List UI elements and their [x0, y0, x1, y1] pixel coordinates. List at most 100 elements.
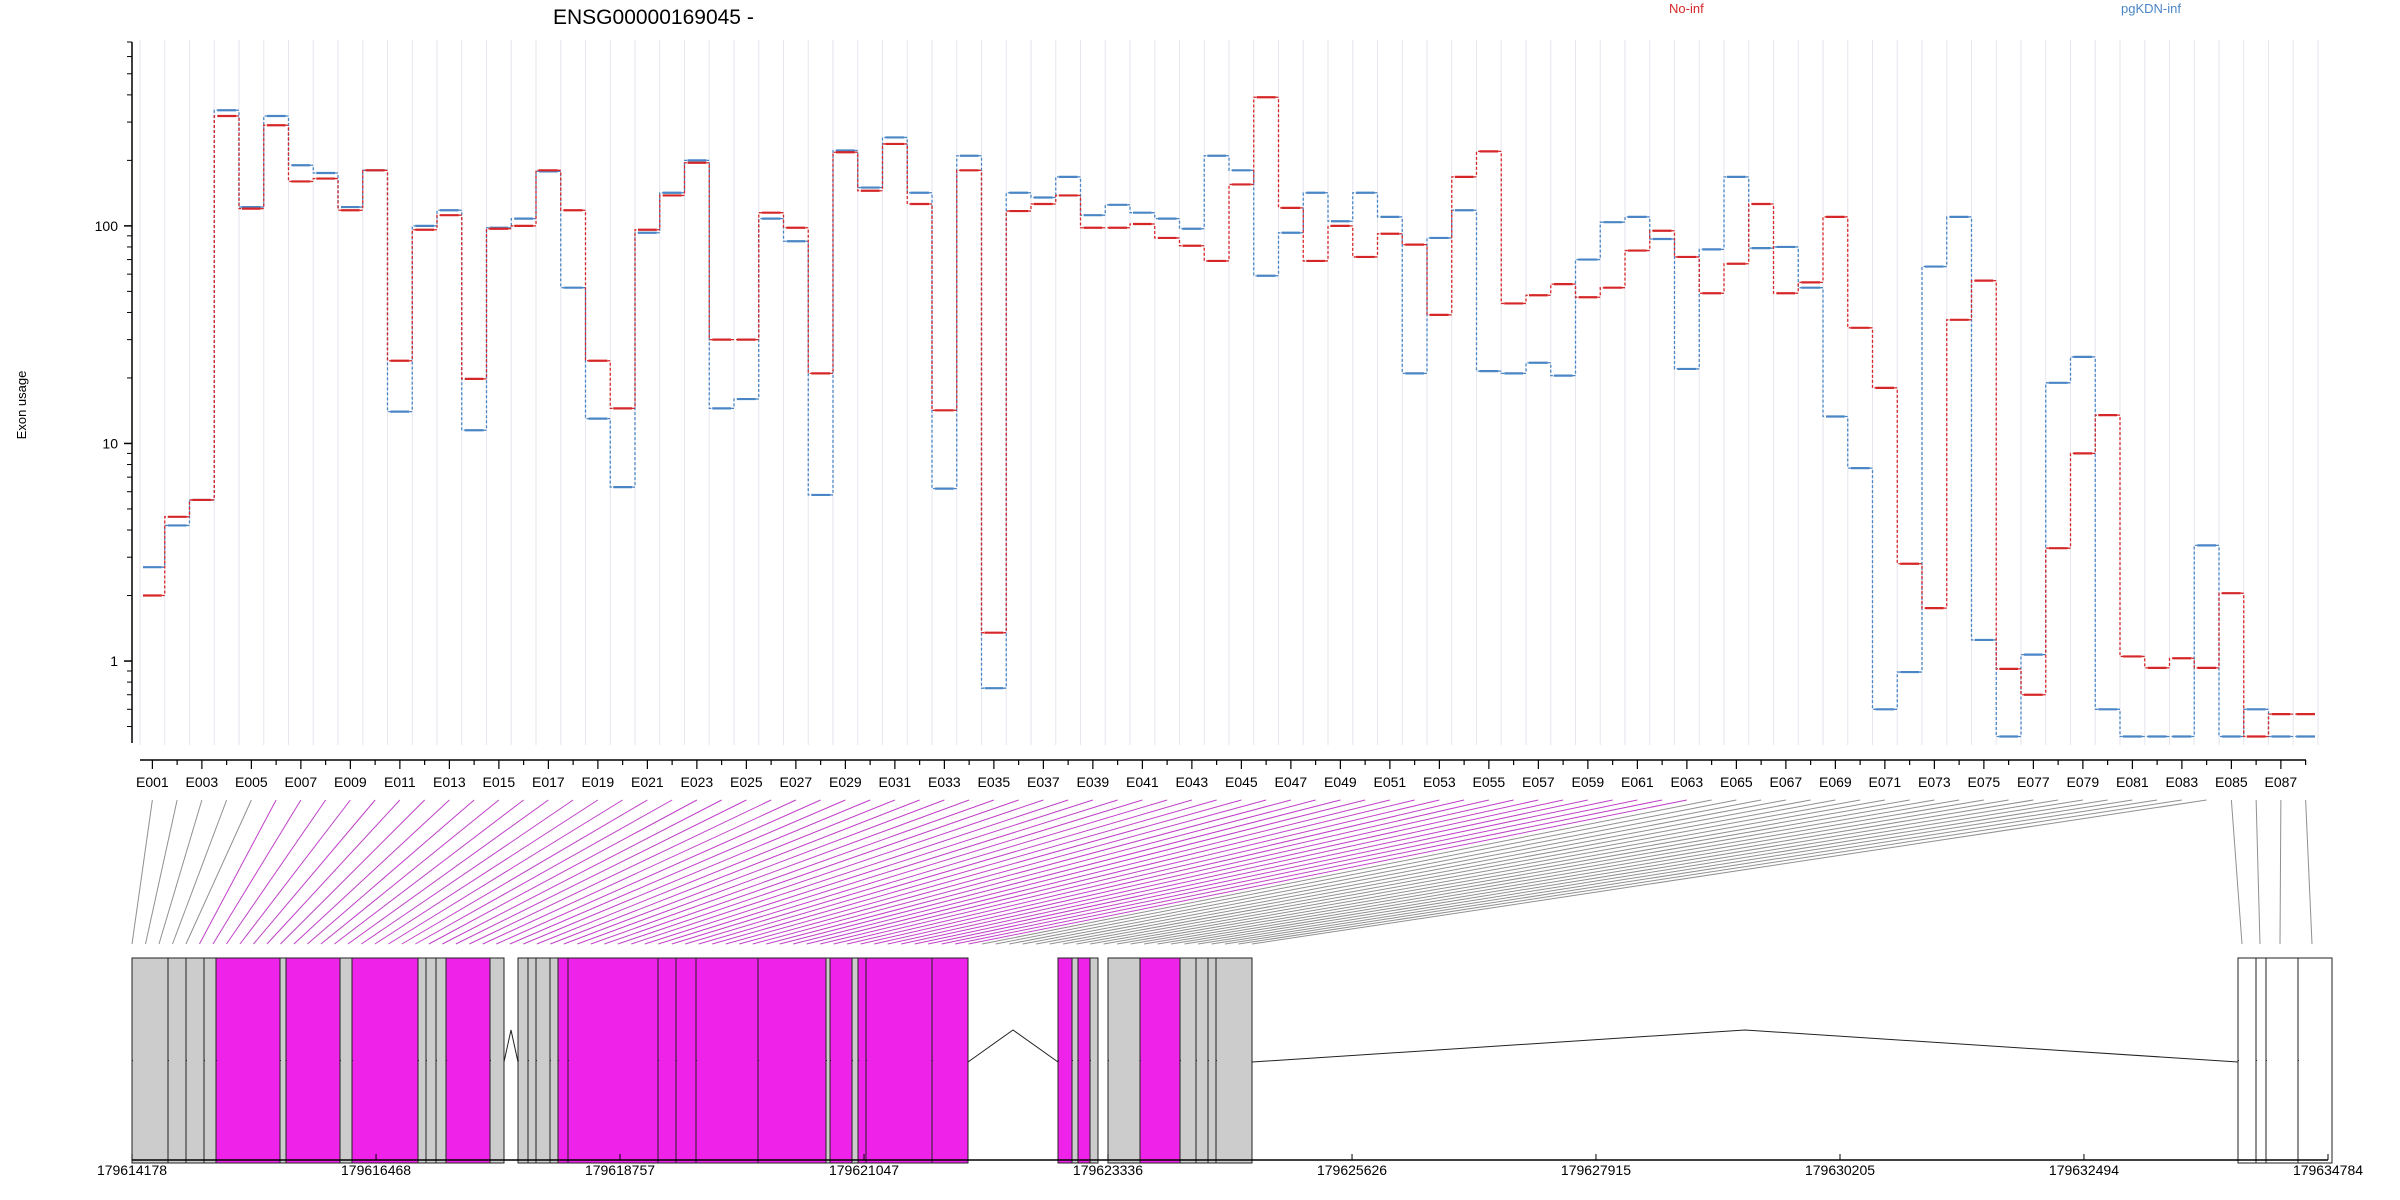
x-tick-label: E023 — [681, 774, 714, 790]
exon-connector — [131, 799, 153, 945]
exon-connector — [941, 799, 1638, 945]
x-tick-label: E065 — [1720, 774, 1753, 790]
coordinate-label: 179618757 — [585, 1162, 655, 1178]
data-step — [1349, 192, 1356, 222]
data-step — [1869, 327, 1876, 389]
coordinate-label: 179625626 — [1317, 1162, 1387, 1178]
exon-connector — [847, 799, 1465, 945]
x-tick-label: E073 — [1918, 774, 1951, 790]
exon-connector — [509, 799, 846, 945]
exon-connector — [712, 799, 1217, 945]
data-step — [780, 217, 787, 242]
data-step — [483, 228, 490, 380]
data-step — [285, 115, 292, 166]
exon-connector — [1062, 799, 1861, 945]
exon-box — [339, 957, 353, 1164]
exon-connector — [631, 799, 1069, 945]
data-step — [2191, 544, 2198, 738]
data-step — [1424, 237, 1430, 374]
exon-connector — [739, 799, 1267, 945]
exon-connector — [1224, 799, 2158, 945]
data-step — [755, 212, 762, 341]
exon-connectors — [131, 799, 2313, 945]
exon-box — [2265, 957, 2299, 1164]
exon-connector — [388, 799, 623, 945]
x-tick-label: E001 — [136, 774, 169, 790]
data-step — [1547, 362, 1554, 377]
data-step — [533, 169, 539, 227]
data-step — [805, 227, 812, 374]
exon-connector — [698, 799, 1193, 945]
exon-connector — [874, 799, 1514, 945]
exon-connector — [401, 799, 648, 945]
data-step — [1374, 233, 1381, 258]
exon-connector — [199, 799, 277, 945]
exon-box — [549, 957, 559, 1164]
data-step — [1943, 319, 1950, 609]
exon-box — [351, 957, 419, 1164]
exon-box — [857, 957, 867, 1164]
exon-box — [675, 957, 697, 1164]
data-step — [2042, 382, 2049, 656]
exon-connector — [833, 799, 1440, 945]
data-step — [2117, 414, 2123, 658]
data-step — [681, 162, 688, 197]
x-axis: E001 E003 E005 E007 E009 E011 E013 E015 E017 E019… — [136, 759, 2307, 790]
exon-connector — [1103, 799, 1935, 945]
exon-connector — [685, 799, 1168, 945]
exon-connector — [644, 799, 1094, 945]
data-step — [978, 155, 985, 689]
exon-connector — [280, 799, 425, 945]
exon-connector — [779, 799, 1341, 945]
exon-box — [167, 957, 187, 1164]
data-step — [260, 124, 267, 210]
data-step — [533, 170, 539, 220]
exon-connector — [1211, 799, 2133, 945]
genomic-coordinate-axis: 179614178 179616468 179618757 179621047 1796… — [97, 1154, 2363, 1178]
data-step — [1770, 203, 1777, 294]
data-step — [359, 169, 366, 211]
data-step — [1028, 192, 1034, 199]
data-step — [1250, 96, 1257, 186]
x-tick-label: E019 — [582, 774, 615, 790]
data-step — [1003, 210, 1010, 634]
x-tick-label: E031 — [879, 774, 912, 790]
data-step — [706, 159, 713, 409]
data-step — [607, 418, 614, 488]
exon-connector — [793, 799, 1366, 945]
exon-box — [1179, 957, 1197, 1164]
data-step — [1646, 216, 1653, 240]
exon-connector — [563, 799, 945, 945]
x-tick-label: E067 — [1770, 774, 1803, 790]
exon-connector — [2255, 799, 2261, 945]
data-step — [1052, 176, 1059, 199]
data-step — [1250, 169, 1257, 277]
exon-connector — [374, 799, 599, 945]
exon-connector — [982, 799, 1712, 945]
x-tick-label: E051 — [1374, 774, 1407, 790]
exon-box — [557, 957, 569, 1164]
exon-box — [931, 957, 969, 1164]
exon-connector — [1116, 799, 1960, 945]
exon-connector — [185, 799, 252, 945]
exon-connector — [820, 799, 1415, 945]
x-tick-label: E063 — [1671, 774, 1704, 790]
x-tick-label: E017 — [532, 774, 565, 790]
data-step — [1572, 258, 1579, 377]
exon-connector — [928, 799, 1613, 945]
data-step — [879, 143, 886, 192]
x-tick-label: E043 — [1176, 774, 1209, 790]
data-step — [706, 162, 713, 341]
data-step — [656, 192, 663, 234]
exon-connector — [671, 799, 1143, 945]
y-tick-label: 100 — [95, 218, 119, 234]
series-No-inf — [143, 96, 2315, 738]
exon-connector — [442, 799, 722, 945]
x-tick-label: E081 — [2116, 774, 2149, 790]
x-tick-label: E021 — [631, 774, 664, 790]
data-step — [879, 136, 886, 189]
exon-connector — [1076, 799, 1885, 945]
exon-connector — [860, 799, 1489, 945]
data-step — [1127, 223, 1133, 229]
data-step — [1102, 204, 1109, 216]
